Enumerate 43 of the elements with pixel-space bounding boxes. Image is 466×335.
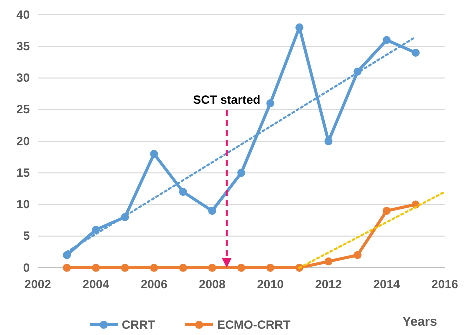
point (238, 264, 246, 272)
point (179, 188, 188, 196)
x-tick-label: 2006 (140, 278, 168, 292)
point (179, 264, 188, 272)
point (238, 169, 246, 178)
point (266, 264, 275, 272)
x-tick-label: 2008 (199, 278, 226, 292)
ref-line-label: SCT started (193, 93, 261, 107)
x-tick-label: 2002 (24, 278, 52, 292)
x-tick-label: 2010 (257, 278, 284, 292)
y-tick-label: 15 (16, 166, 30, 180)
point (382, 36, 391, 44)
x-tick-label: 2016 (432, 278, 459, 292)
y-tick-label: 35 (16, 39, 30, 54)
x-tick-label: 2014 (374, 278, 401, 292)
point (63, 264, 72, 272)
y-tick-label: 10 (16, 198, 30, 212)
point (266, 100, 275, 108)
x-axis-title: Years (402, 314, 438, 329)
y-tick-label: 20 (16, 134, 30, 148)
point (324, 138, 333, 146)
point (150, 264, 158, 272)
legend-label: ECMO-CRRT (217, 318, 292, 332)
y-tick-label: 30 (16, 71, 30, 86)
point (63, 251, 72, 260)
x-tick-label: 2012 (315, 278, 342, 292)
y-tick-label: 40 (16, 8, 30, 22)
point (208, 207, 216, 216)
point (150, 150, 158, 158)
point (354, 251, 362, 260)
y-tick-label: 25 (16, 102, 30, 117)
point (92, 264, 100, 272)
point (296, 24, 304, 32)
point (382, 207, 391, 216)
legend-label: CRRT (122, 318, 156, 332)
x-tick-label: 2004 (82, 278, 110, 292)
point (92, 226, 100, 234)
point (121, 264, 130, 272)
point (412, 48, 420, 57)
y-tick-label: 0 (23, 260, 30, 275)
point (324, 258, 333, 266)
y-tick-label: 5 (23, 229, 30, 244)
point (208, 264, 216, 272)
